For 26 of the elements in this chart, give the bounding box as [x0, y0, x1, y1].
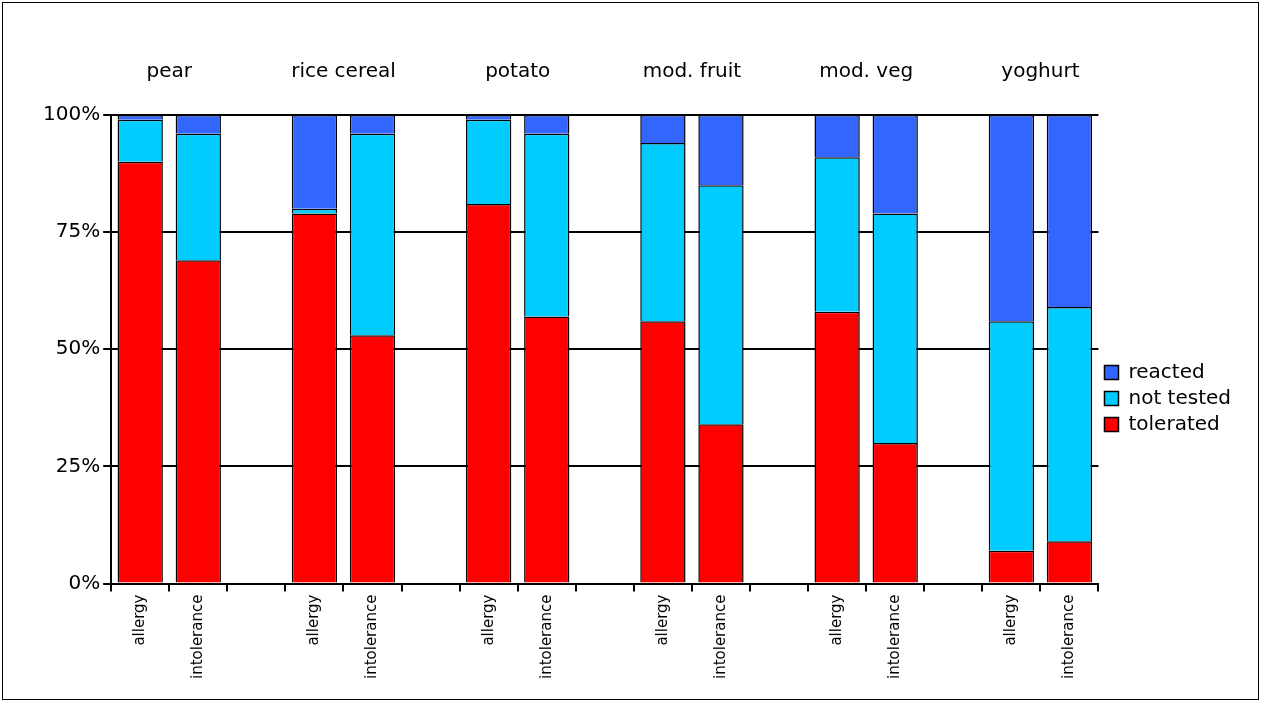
y-tick-label: 50% — [55, 335, 101, 360]
legend-label: not tested — [1128, 384, 1232, 409]
x-tick-label: allergy — [304, 594, 323, 646]
x-tick-label: intolerance — [536, 594, 555, 680]
x-tick-label: intolerance — [885, 594, 904, 680]
x-tick-label: intolerance — [362, 594, 381, 680]
x-tick-label: intolerance — [188, 594, 207, 680]
x-tick-label: allergy — [478, 594, 497, 646]
x-tick-label: allergy — [652, 594, 671, 646]
text: potato — [485, 58, 551, 82]
legend-label: tolerated — [1128, 410, 1220, 435]
x-tick-label: allergy — [1001, 594, 1020, 646]
x-tick-label: allergy — [130, 594, 149, 646]
text: mod. veg — [819, 58, 914, 82]
legend-label: reacted — [1128, 358, 1205, 383]
y-tick-label: 100% — [42, 101, 101, 126]
x-tick-label: intolerance — [710, 594, 729, 680]
text: pear — [146, 58, 193, 82]
y-tick-label: 25% — [55, 452, 101, 477]
x-tick-label: allergy — [827, 594, 846, 646]
text: rice cereal — [291, 58, 396, 82]
text: yoghurt — [1001, 58, 1080, 82]
y-tick-label: 75% — [55, 218, 101, 243]
x-tick-label: intolerance — [1059, 594, 1078, 680]
y-tick-label: 0% — [68, 569, 101, 594]
text: mod. fruit — [642, 58, 742, 82]
